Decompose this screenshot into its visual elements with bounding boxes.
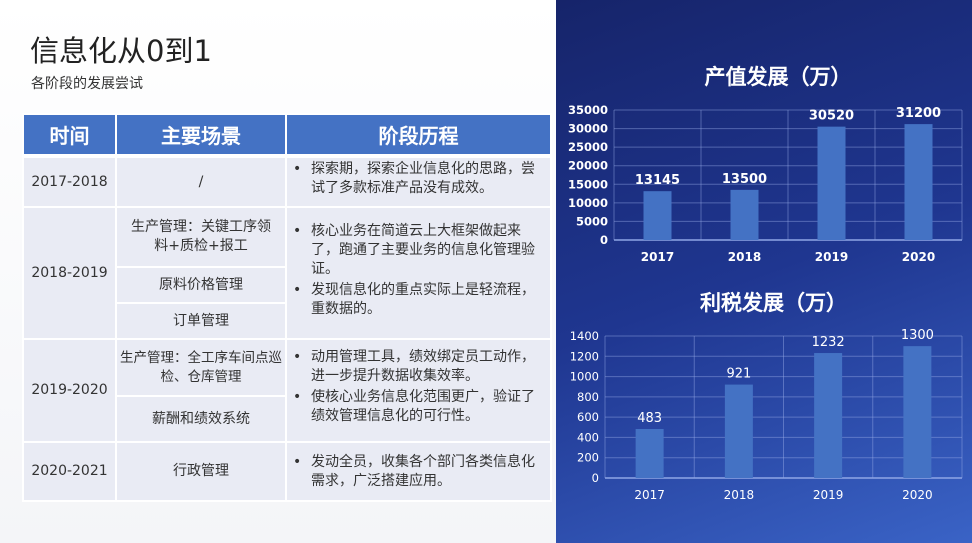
x-tick-label: 2018 — [724, 488, 755, 502]
stage-bullet: 核心业务在简道云上大框架做起来了，跑通了主要业务的信息化管理验证。 — [293, 222, 546, 279]
period-cell: 2017-2018 — [22, 155, 117, 208]
table-row: 薪酬和绩效系统 — [23, 395, 551, 443]
x-tick-label: 2018 — [728, 250, 761, 264]
data-label: 13500 — [722, 172, 767, 187]
y-tick-label: 0 — [600, 233, 608, 247]
y-tick-label: 5000 — [576, 214, 608, 228]
bar-2019 — [814, 353, 843, 478]
table-row: 2020-2021 行政管理 发动全员，收集各个部门各类信息化需求，广泛搭建应用… — [22, 441, 552, 502]
y-tick-label: 400 — [577, 430, 599, 444]
stage-bullet: 探索期，探索企业信息化的思路，尝试了多款标准产品没有成效。 — [293, 160, 546, 198]
stage-cell: 发动全员，收集各个部门各类信息化需求，广泛搭建应用。 — [285, 441, 552, 502]
stage-cell: 动用管理工具，绩效绑定员工动作，进一步提升数据收集效率。使核心业务信息化范围更广… — [285, 338, 552, 443]
bar-2018 — [730, 189, 759, 240]
y-tick-label: 1200 — [570, 349, 599, 363]
y-tick-label: 800 — [577, 390, 599, 404]
scene-cell: 薪酬和绩效系统 — [115, 395, 287, 443]
left-panel: 信息化从0到1 各阶段的发展尝试 时间 主要场景 阶段历程 2017-2018 … — [0, 0, 556, 543]
period-cell: 2018-2019 — [22, 206, 117, 340]
stage-cell: 探索期，探索企业信息化的思路，尝试了多款标准产品没有成效。 — [285, 155, 552, 208]
bar-2020 — [904, 124, 933, 240]
stage-bullet: 使核心业务信息化范围更广，验证了绩效管理信息化的可行性。 — [293, 388, 546, 426]
x-tick-label: 2017 — [641, 250, 674, 264]
data-label: 30520 — [809, 109, 854, 124]
y-tick-label: 15000 — [568, 177, 608, 191]
scene-cell: 生产管理：关键工序领料+质检+报工 — [115, 206, 287, 268]
period-cell: 2020-2021 — [22, 441, 117, 502]
page-title: 信息化从0到1 — [30, 34, 212, 68]
x-tick-label: 2017 — [634, 488, 665, 502]
bar-2019 — [817, 126, 846, 240]
bar-2020 — [903, 346, 932, 478]
table-header: 时间 主要场景 阶段历程 — [22, 113, 552, 158]
x-tick-label: 2020 — [902, 250, 935, 264]
data-label: 483 — [637, 411, 662, 426]
x-tick-label: 2019 — [815, 250, 848, 264]
charts-svg: 产值发展（万）050001000015000200002500030000350… — [568, 65, 963, 502]
x-tick-label: 2020 — [902, 488, 933, 502]
header-scene: 主要场景 — [115, 113, 287, 158]
period-cell: 2019-2020 — [22, 338, 117, 443]
chart-title: 利税发展（万） — [700, 291, 847, 315]
y-tick-label: 1000 — [570, 370, 599, 384]
y-tick-label: 35000 — [568, 103, 608, 117]
table-row: 2017-2018 / 探索期，探索企业信息化的思路，尝试了多款标准产品没有成效… — [22, 155, 552, 208]
stages-table: 时间 主要场景 阶段历程 2017-2018 / 探索期，探索企业信息化的思路，… — [22, 113, 552, 502]
scene-cell: 原料价格管理 — [115, 266, 287, 304]
scene-cell: 行政管理 — [115, 441, 287, 502]
scene-cell: / — [115, 155, 287, 208]
table-row: 订单管理 — [23, 302, 551, 340]
chart-title: 产值发展（万） — [705, 65, 852, 89]
data-label: 1300 — [901, 328, 934, 343]
bar-2017 — [643, 191, 672, 240]
y-tick-label: 600 — [577, 410, 599, 424]
data-label: 31200 — [896, 106, 941, 121]
header-stage: 阶段历程 — [285, 113, 552, 158]
x-tick-label: 2019 — [813, 488, 844, 502]
data-label: 13145 — [635, 173, 680, 188]
data-label: 1232 — [812, 335, 845, 350]
bar-2018 — [724, 384, 753, 478]
charts-panel: 产值发展（万） 0 5000 10000 15000 20000 25000 30000 350… — [556, 0, 972, 543]
page-subtitle: 各阶段的发展尝试 — [31, 76, 143, 92]
table-row: 2018-2019 生产管理：关键工序领料+质检+报工 核心业务在简道云上大框架… — [22, 206, 552, 340]
header-time: 时间 — [22, 113, 117, 158]
y-tick-label: 1400 — [570, 329, 599, 343]
table-row: 2019-2020 生产管理：全工序车间点巡检、仓库管理 动用管理工具，绩效绑定… — [22, 338, 552, 443]
y-tick-label: 20000 — [568, 159, 608, 173]
stage-bullet: 动用管理工具，绩效绑定员工动作，进一步提升数据收集效率。 — [293, 348, 546, 386]
scene-cell: 订单管理 — [115, 302, 287, 340]
stage-bullet: 发动全员，收集各个部门各类信息化需求，广泛搭建应用。 — [293, 453, 546, 491]
bar-2017 — [635, 429, 664, 478]
y-tick-label: 30000 — [568, 122, 608, 136]
scene-cell: 生产管理：全工序车间点巡检、仓库管理 — [115, 338, 287, 397]
table-row: 原料价格管理 — [23, 266, 551, 304]
y-tick-label: 200 — [577, 451, 599, 465]
y-tick-label: 0 — [592, 471, 599, 485]
y-tick-label: 10000 — [568, 196, 608, 210]
y-tick-label: 25000 — [568, 140, 608, 154]
data-label: 921 — [726, 367, 751, 382]
stage-bullet: 发现信息化的重点实际上是轻流程，重数据的。 — [293, 281, 546, 319]
stage-cell: 核心业务在简道云上大框架做起来了，跑通了主要业务的信息化管理验证。发现信息化的重… — [285, 206, 552, 340]
